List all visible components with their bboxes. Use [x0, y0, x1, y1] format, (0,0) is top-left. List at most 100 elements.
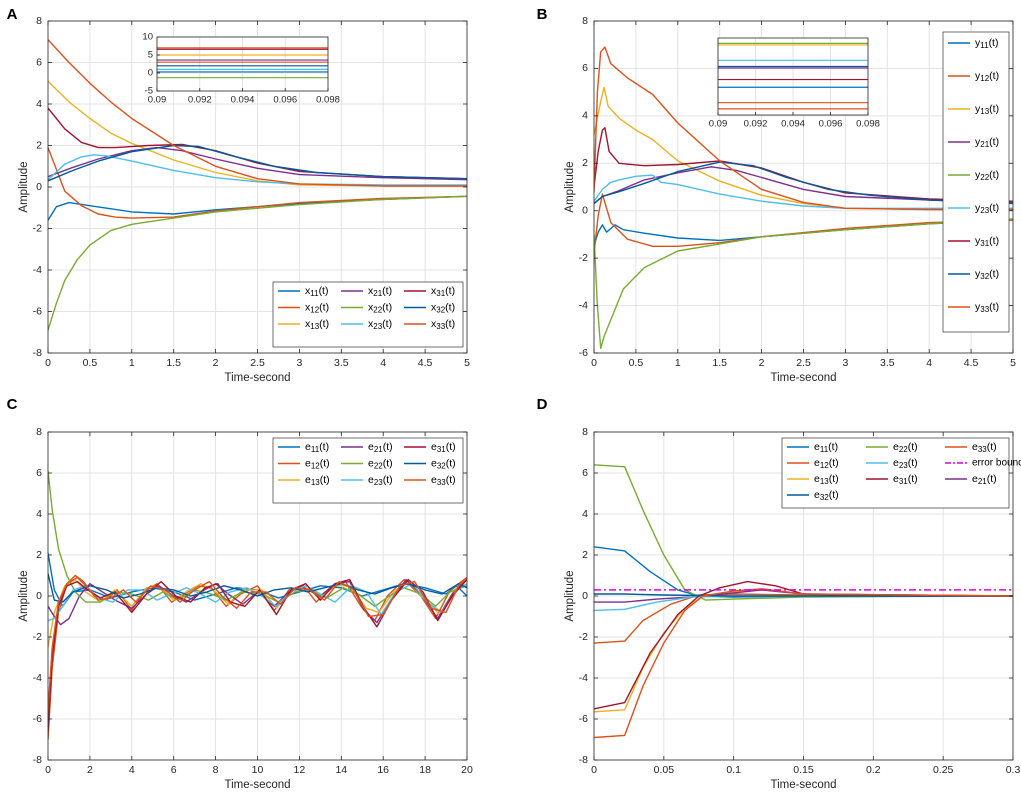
- legend-label-suffix: (t): [319, 441, 329, 453]
- legend-label-base: e: [368, 457, 374, 469]
- legend-entry-y33: y33(t): [948, 301, 999, 314]
- inset-y-tick-label: 5: [148, 50, 153, 61]
- legend-entry-y21: y21(t): [948, 136, 999, 149]
- x-tick-label: 3.5: [334, 357, 349, 369]
- legend-label-sub: 33: [980, 305, 989, 314]
- legend-label-sub: 11: [311, 445, 320, 454]
- y-tick-label: -6: [579, 347, 588, 359]
- legend-label: x33(t): [431, 318, 455, 331]
- legend-label-base: e: [893, 441, 899, 453]
- legend-label-sub: 31: [437, 445, 446, 454]
- y-tick-label: 6: [36, 467, 42, 479]
- legend-label: x32(t): [431, 301, 455, 314]
- x-tick-label: 1: [675, 357, 681, 369]
- legend-label: y32(t): [975, 268, 999, 281]
- y-tick-label: 2: [36, 549, 42, 561]
- series-line-x22: [48, 195, 467, 331]
- legend-label-base: e: [972, 473, 978, 485]
- legend-label-sub: 11: [820, 445, 829, 454]
- inset-y-tick-label: 10: [142, 32, 153, 43]
- legend-entry-e23: e23(t): [866, 457, 918, 470]
- x-tick-label: 4: [380, 357, 386, 369]
- series-line-x21: [48, 146, 467, 181]
- legend-label-sub: 33: [437, 478, 446, 487]
- y-tick-label: 0: [582, 204, 588, 216]
- legend-label: e33(t): [972, 441, 997, 454]
- y-tick-label: -4: [579, 299, 588, 311]
- y-tick-label: 4: [36, 98, 42, 110]
- legend-label-suffix: (t): [445, 318, 455, 330]
- legend-label-sub: 22: [373, 306, 382, 315]
- legend-label-base: e: [368, 441, 374, 453]
- inset-y-tick-label: -5: [145, 86, 153, 97]
- series-line-x33: [48, 39, 467, 187]
- legend-label-base: x: [305, 318, 311, 330]
- legend-label-base: y: [975, 268, 981, 280]
- legend-entry-x21: x21(t): [341, 285, 392, 298]
- y-tick-label: -6: [33, 713, 42, 725]
- legend-label-sub: 32: [980, 272, 989, 281]
- y-axis: -8 -6 -4 -2 0 2 4 6 8: [579, 426, 1013, 766]
- legend-label-base: e: [305, 441, 311, 453]
- series-line-e33: [48, 576, 467, 711]
- legend-label-base: e: [893, 457, 899, 469]
- legend-label-sub: 12: [310, 306, 319, 315]
- y-tick-label: 2: [582, 157, 588, 169]
- legend-label-sub: 13: [980, 107, 989, 116]
- x-axis: 0 0.05 0.1 0.15 0.2 0.25 0.3: [591, 432, 1020, 776]
- legend-label-sub: 13: [820, 477, 829, 486]
- legend-label: e22(t): [368, 457, 393, 470]
- inset-x-tick-label: 0.094: [781, 119, 805, 130]
- legend-label: y12(t): [975, 70, 999, 83]
- legend-label-suffix: (t): [382, 301, 392, 313]
- legend-label: e13(t): [814, 473, 839, 486]
- chart-panel-d: D 0 0.05 0.1 0.15 0.2 0.25 0.3 -8 -6 -4 -2 0 2 4 6 8 Time…: [537, 396, 1021, 791]
- legend-label-base: e: [814, 489, 820, 501]
- legend-label-sub: 33: [436, 322, 445, 331]
- x-tick-label: 18: [419, 764, 431, 776]
- x-tick-label: 3: [842, 357, 848, 369]
- legend-label-suffix: (t): [319, 301, 329, 313]
- y-tick-label: 0: [36, 181, 42, 193]
- x-tick-label: 1.5: [166, 357, 181, 369]
- x-tick-label: 4: [129, 764, 135, 776]
- legend-label: e12(t): [305, 457, 330, 470]
- legend-label: y23(t): [975, 202, 999, 215]
- legend-label: y33(t): [975, 301, 999, 314]
- x-tick-label: 0.15: [793, 764, 814, 776]
- legend-label-base: e: [431, 474, 437, 486]
- legend-label: e31(t): [893, 473, 918, 486]
- y-axis-label: Amplitude: [564, 570, 576, 621]
- legend-entry-x12: x12(t): [278, 301, 329, 315]
- legend-entry-x13: x13(t): [278, 318, 329, 331]
- legend-label-base: e: [368, 474, 374, 486]
- legend-label-sub: 32: [820, 493, 829, 502]
- legend-entry-e23: e23(t): [341, 474, 393, 487]
- series-line-y32: [594, 161, 1013, 205]
- series-line-y21: [594, 166, 1013, 205]
- legend-label-base: x: [368, 285, 374, 297]
- legend-label: e22(t): [893, 441, 918, 454]
- legend-label-suffix: (t): [446, 474, 456, 486]
- y-axis-label: Amplitude: [18, 161, 30, 212]
- chart-panel-b: B 0 0.5 1 1.5 2 2.5 3 3.5 4 4.5 5 -6 -4 -2 0 2 4 6 8 Time-se…: [537, 6, 1017, 384]
- legend-label-suffix: (t): [989, 268, 999, 280]
- y-axis: -8 -6 -4 -2 0 2 4 6 8: [33, 15, 467, 359]
- legend-label-base: y: [975, 301, 981, 313]
- legend-label-base: e: [431, 457, 437, 469]
- legend-entry-e33: e33(t): [404, 474, 456, 487]
- series-line-e33: [594, 588, 1013, 739]
- legend-box: [272, 281, 464, 348]
- legend-box: [272, 437, 464, 504]
- x-tick-label: 2: [759, 357, 765, 369]
- legend-label: e23(t): [893, 457, 918, 470]
- y-tick-label: -6: [33, 305, 42, 317]
- legend-label: x12(t): [305, 301, 329, 314]
- y-tick-label: 6: [582, 62, 588, 74]
- legend-entry-e32: e32(t): [787, 489, 839, 502]
- legend-label-base: e: [893, 473, 899, 485]
- series-group: [594, 46, 1013, 349]
- x-tick-label: 3.5: [880, 357, 895, 369]
- x-tick-label: 2: [87, 764, 93, 776]
- x-axis-label: Time-second: [770, 779, 836, 791]
